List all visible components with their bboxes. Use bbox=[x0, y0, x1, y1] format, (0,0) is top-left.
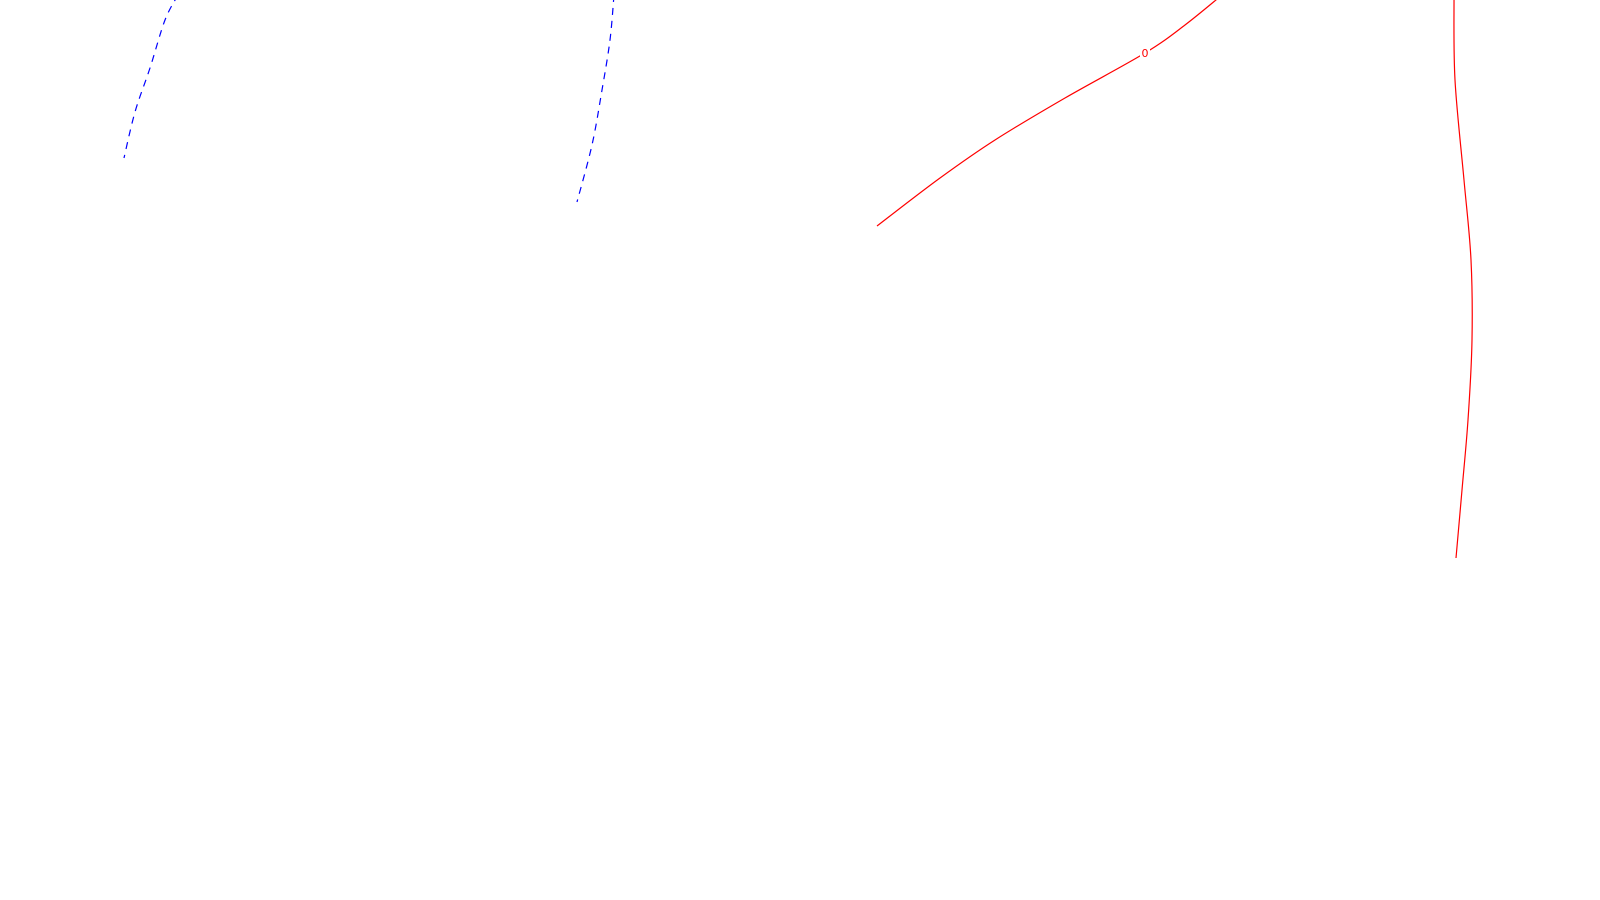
contour-line-2 bbox=[576, 0, 615, 203]
contour-lines bbox=[123, 0, 1473, 559]
contour-label-gap bbox=[1140, 46, 1150, 59]
contour-line-4 bbox=[1453, 0, 1473, 559]
contour-level-label: 0 bbox=[1142, 47, 1149, 60]
contour-labels: 0 bbox=[1140, 46, 1150, 60]
contour-line-3 bbox=[876, 0, 1217, 227]
contour-line-1 bbox=[123, 0, 176, 159]
